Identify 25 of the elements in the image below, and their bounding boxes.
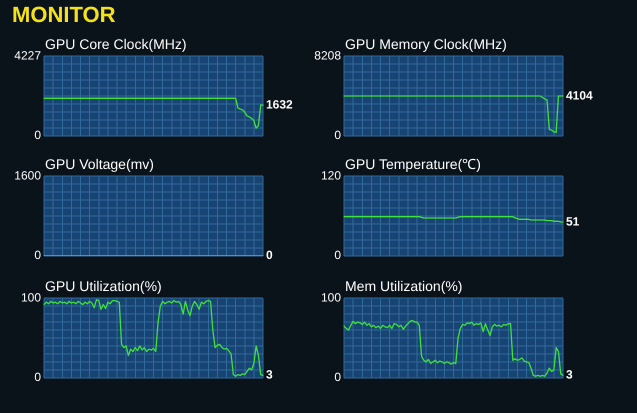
y-tick-label: 0 [334,370,342,384]
data-label: 4104 [566,88,594,102]
chart-title: GPU Voltage(mv) [45,156,154,172]
y-tick-label: 8208 [314,48,342,63]
y-tick-label: 4227 [14,48,42,63]
y-tick-label: 0 [334,248,342,262]
y-tick-label: 0 [34,248,42,262]
text: MONITOR [12,2,116,28]
y-tick-label: 0 [34,128,42,142]
y-tick-label: 120 [320,168,342,183]
data-label: 0 [266,248,273,262]
data-label: 1632 [266,97,294,112]
data-label: 3 [266,368,273,382]
chart-title: GPU Core Clock(MHz) [45,36,187,52]
data-label: 3 [566,368,573,382]
chart-title: GPU Memory Clock(MHz) [345,36,507,52]
chart-title: GPU Temperature(℃) [345,156,481,172]
chart-title: Mem Utilization(%) [345,278,462,294]
y-tick-label: 0 [334,128,342,142]
chart-title: GPU Utilization(%) [45,278,162,294]
y-tick-label: 0 [34,370,42,384]
data-label: 51 [566,214,580,228]
y-tick-label: 100 [320,290,342,305]
y-tick-label: 100 [20,290,42,305]
y-tick-label: 1600 [14,168,42,183]
